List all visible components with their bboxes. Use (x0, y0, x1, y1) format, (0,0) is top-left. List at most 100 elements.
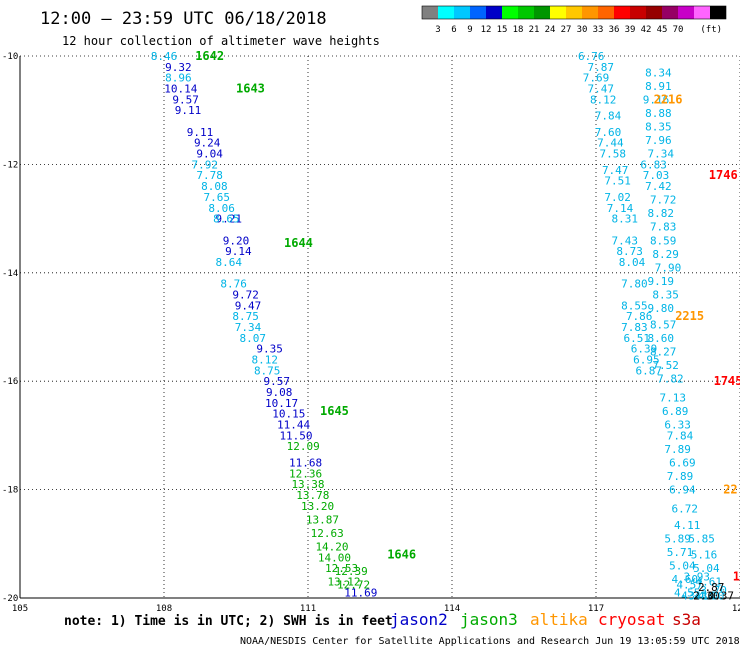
wave-height-label: 10.14 (164, 83, 197, 96)
note-text: note: 1) Time is in UTC; 2) SWH is in fe… (64, 614, 393, 629)
wave-height-label: 8.75 (232, 310, 259, 323)
colorbar-swatch (566, 6, 582, 19)
wave-height-label: 8.34 (645, 66, 672, 79)
wave-height-label: 8.64 (216, 256, 243, 269)
pass-label: 1746 (709, 168, 738, 182)
pass-label: 174 (733, 569, 740, 583)
colorbar-swatch (646, 6, 662, 19)
wave-height-label: 7.80 (621, 278, 648, 291)
wave-height-label: 7.83 (621, 321, 648, 334)
wave-height-label: 8.76 (220, 278, 247, 291)
wave-height-label: 9.04 (196, 148, 223, 161)
wave-height-label: 5.85 (688, 532, 715, 545)
colorbar-swatch (550, 6, 566, 19)
wave-height-label: 7.44 (597, 137, 624, 150)
colorbar-swatch (598, 6, 614, 19)
wave-height-label: 6.33 (664, 419, 691, 432)
wave-height-label: 11.44 (277, 419, 310, 432)
wave-height-label: 13.12 (327, 576, 360, 589)
colorbar-swatch (422, 6, 438, 19)
colorbar-label: 39 (625, 25, 636, 35)
colorbar-label: 27 (561, 25, 572, 35)
colorbar-swatch (662, 6, 678, 19)
wave-height-label: 9.11 (175, 104, 202, 117)
colorbar-swatch (470, 6, 486, 19)
wave-height-label: 8.55 (621, 299, 648, 312)
x-tick-label: 120 (732, 604, 740, 614)
colorbar-label: 45 (657, 25, 668, 35)
wave-height-label: 7.86 (626, 310, 653, 323)
colorbar-frame (421, 5, 727, 20)
colorbar-label: 33 (593, 25, 604, 35)
colorbar-label: 30 (577, 25, 588, 35)
legend-item: s3a (672, 610, 701, 629)
colorbar-swatch (518, 6, 534, 19)
legend-item: altika (530, 610, 588, 629)
colorbar-label: 15 (497, 25, 508, 35)
wave-height-label: 7.65 (204, 191, 231, 204)
pass-label: 1642 (195, 49, 224, 63)
wave-height-label: 2.87 (698, 581, 725, 594)
wave-height-label: 9.08 (266, 386, 293, 399)
colorbar: 3 6 9 12 15 18 21 24 27 30 33 36 39 42 45 70 (ft) (421, 5, 727, 35)
wave-height-label: 6.51 (624, 332, 651, 345)
wave-height-label: 8.12 (252, 354, 279, 367)
wave-height-label: 9.72 (232, 288, 259, 301)
y-tick-label: -12 (2, 160, 18, 170)
wave-height-label: 9.19 (648, 275, 675, 288)
colorbar-unit: (ft) (700, 25, 722, 35)
wave-height-label: 3.14 (688, 589, 715, 602)
colorbar-swatch (454, 6, 470, 19)
wave-height-label: 7.58 (600, 148, 627, 161)
legend-item: cryosat (598, 610, 665, 629)
wave-height-label: 9.24 (194, 137, 221, 150)
colorbar-label: 3 (435, 25, 440, 35)
pass-label: 2216 (654, 92, 683, 106)
wave-height-label: 8.75 (254, 364, 281, 377)
colorbar-label: 24 (545, 25, 556, 35)
wave-height-label: 5.04 (693, 562, 720, 575)
pass-label: 1646 (387, 548, 416, 562)
colorbar-label: 12 (481, 25, 492, 35)
colorbar-swatch (534, 6, 550, 19)
wave-height-label: 10.17 (265, 397, 298, 410)
wave-height-label: 7.72 (650, 194, 677, 207)
wave-height-label: 14.20 (315, 541, 348, 554)
colorbar-label: 9 (467, 25, 472, 35)
x-tick-label: 117 (588, 604, 604, 614)
y-tick-label: -18 (2, 486, 18, 496)
wave-height-label: 7.82 (657, 372, 684, 385)
y-tick-label: -20 (2, 594, 18, 604)
wave-height-label: 4.43 (681, 589, 708, 602)
wave-height-label: 3.93 (684, 570, 711, 583)
wave-height-label: 7.89 (664, 443, 691, 456)
wave-height-label: 7.42 (645, 180, 672, 193)
wave-height-label: 11.50 (279, 429, 312, 442)
wave-height-label: 7.03 (643, 169, 670, 182)
wave-height-label: 8.29 (652, 248, 679, 261)
wave-height-label: 7.92 (192, 158, 219, 171)
wave-height-label: 9.35 (256, 343, 283, 356)
wave-height-label: 12.09 (287, 440, 320, 453)
wave-height-label: 8.96 (165, 72, 192, 85)
colorbar-swatch (694, 6, 710, 19)
wave-height-label: 9.32 (165, 61, 192, 74)
wave-height-label: 7.47 (588, 83, 615, 96)
colorbar-label: 18 (513, 25, 524, 35)
pass-label: 1644 (284, 236, 313, 250)
wave-height-label: 12.53 (325, 562, 358, 575)
wave-height-label: 4.00 (698, 589, 725, 602)
wave-height-label: 5.04 (669, 559, 696, 572)
wave-height-label: 9.57 (264, 375, 291, 388)
wave-height-label: 10.15 (272, 408, 305, 421)
wave-height-label: 6.89 (662, 405, 689, 418)
wave-height-label: 7.84 (667, 429, 694, 442)
wave-height-label: 7.83 (650, 221, 677, 234)
colorbar-swatch (582, 6, 598, 19)
wave-height-label: 7.69 (583, 72, 610, 85)
data-points: 9.3210.149.579.119.119.249.049.219.209.1… (151, 50, 734, 602)
colorbar-swatch (630, 6, 646, 19)
colorbar-label: 6 (451, 25, 456, 35)
wave-height-label: 7.02 (604, 191, 631, 204)
